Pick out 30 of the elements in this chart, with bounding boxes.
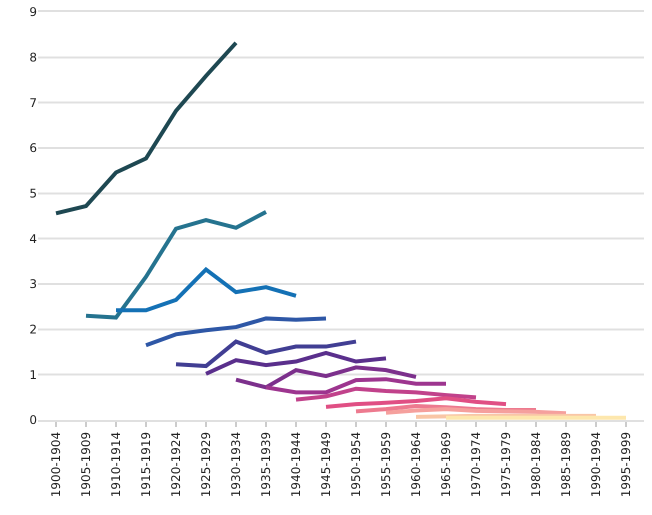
x-tick-label: 1985-1989: [558, 432, 573, 498]
y-tick-label: 3: [29, 277, 37, 292]
x-tick-label: 1980-1984: [528, 432, 543, 498]
y-tick-label: 4: [29, 232, 37, 246]
x-tick-label: 1955-1959: [378, 432, 393, 498]
y-tick-label: 7: [29, 96, 37, 110]
x-tick-label: 1925-1929: [198, 432, 213, 498]
x-tick-label: 1935-1939: [258, 432, 273, 498]
x-tick-label: 1945-1949: [318, 432, 333, 498]
y-tick-label: 9: [29, 5, 37, 20]
x-tick-label: 1960-1964: [408, 432, 423, 498]
y-tick-label: 0: [29, 413, 37, 428]
y-tick-label: 5: [29, 186, 37, 201]
y-tick-label: 1: [29, 368, 37, 382]
x-tick-label: 1900-1904: [48, 432, 63, 498]
x-tick-label: 1915-1919: [138, 432, 153, 498]
x-tick-label: 1975-1979: [498, 432, 513, 498]
x-tick-label: 1970-1974: [468, 432, 483, 498]
x-tick-label: 1940-1944: [288, 432, 303, 498]
x-tick-label: 1920-1924: [168, 432, 183, 498]
y-tick-label: 8: [29, 50, 37, 65]
x-tick-label: 1995-1999: [618, 432, 633, 498]
x-tick-label: 1930-1934: [228, 432, 243, 498]
x-tick-label: 1990-1994: [588, 432, 603, 498]
x-tick-label: 1965-1969: [438, 432, 453, 498]
y-tick-label: 2: [29, 322, 37, 337]
y-tick-label: 6: [29, 141, 37, 156]
x-tick-label: 1950-1954: [348, 432, 363, 498]
x-tick-label: 1905-1909: [78, 432, 93, 498]
x-tick-label: 1910-1914: [108, 432, 123, 498]
